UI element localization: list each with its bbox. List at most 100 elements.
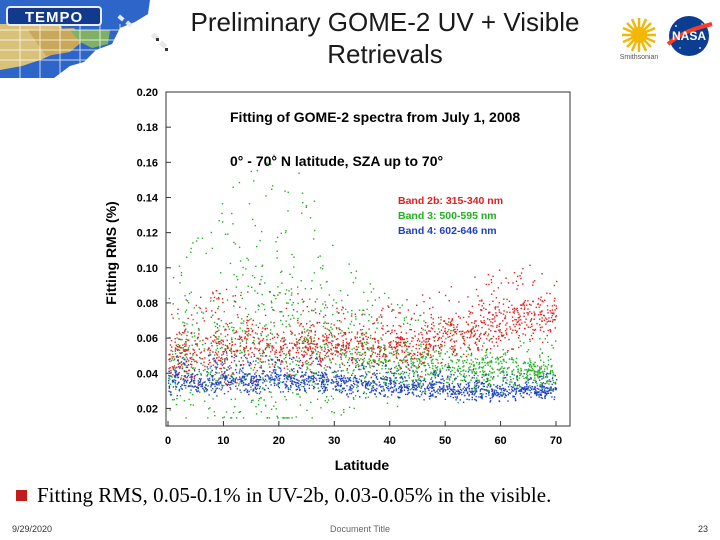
data-point <box>322 325 325 328</box>
data-point <box>219 382 221 384</box>
data-point <box>180 274 183 276</box>
data-point <box>175 379 177 382</box>
data-point <box>195 343 197 345</box>
data-point <box>222 301 224 304</box>
data-point <box>330 361 332 363</box>
data-point <box>480 396 482 398</box>
data-point <box>441 387 443 390</box>
data-point <box>400 325 402 328</box>
data-point <box>178 388 181 391</box>
data-point <box>179 366 181 369</box>
data-point <box>285 289 288 291</box>
data-point <box>250 386 252 388</box>
data-point <box>187 374 190 377</box>
data-point <box>526 377 528 379</box>
data-point <box>553 396 556 398</box>
data-point <box>362 313 364 315</box>
data-point <box>379 372 381 374</box>
data-point <box>256 333 258 335</box>
data-point <box>459 317 461 319</box>
data-point <box>221 357 223 359</box>
data-point <box>516 330 518 332</box>
data-point <box>543 370 546 373</box>
data-point <box>367 388 370 391</box>
data-point <box>271 376 273 378</box>
data-point <box>177 376 180 379</box>
data-point <box>382 375 384 377</box>
data-point <box>356 340 358 342</box>
data-point <box>508 358 511 360</box>
data-point <box>278 360 281 362</box>
data-point <box>439 322 442 324</box>
data-point <box>415 380 417 382</box>
data-point <box>418 379 420 381</box>
data-point <box>184 311 187 313</box>
data-point <box>270 321 272 323</box>
data-point <box>242 380 244 382</box>
data-point <box>326 376 328 378</box>
data-point <box>204 386 206 388</box>
data-point <box>455 362 458 364</box>
data-point <box>256 387 258 390</box>
data-point <box>304 339 306 341</box>
data-point <box>398 396 400 398</box>
data-point <box>370 376 372 379</box>
data-point <box>537 373 539 375</box>
data-point <box>331 340 333 342</box>
data-point <box>344 332 346 334</box>
data-point <box>386 330 389 333</box>
data-point <box>295 373 297 376</box>
data-point <box>526 376 528 378</box>
data-point <box>409 388 411 391</box>
data-point <box>285 375 287 377</box>
data-point <box>186 377 188 379</box>
data-point <box>529 264 531 266</box>
data-point <box>377 363 379 365</box>
data-point <box>341 363 344 365</box>
data-point <box>363 391 365 393</box>
data-point <box>364 386 367 388</box>
data-point <box>316 358 318 360</box>
data-point <box>224 374 227 377</box>
data-point <box>360 345 363 347</box>
data-point <box>295 341 298 343</box>
data-point <box>355 349 357 351</box>
data-point <box>332 244 334 247</box>
data-point <box>494 306 496 309</box>
data-point <box>401 351 403 353</box>
data-point <box>388 359 390 362</box>
data-point <box>203 350 205 352</box>
data-point <box>305 345 307 347</box>
data-point <box>393 383 395 385</box>
data-point <box>483 375 485 377</box>
data-point <box>396 379 398 382</box>
data-point <box>449 323 452 325</box>
data-point <box>287 302 289 304</box>
data-point <box>412 392 414 394</box>
data-point <box>301 385 303 388</box>
data-point <box>195 360 197 362</box>
data-point <box>177 363 179 365</box>
data-point <box>268 363 270 365</box>
data-point <box>364 354 367 356</box>
data-point <box>523 361 525 363</box>
data-point <box>334 386 336 388</box>
data-point <box>193 332 196 334</box>
data-point <box>338 375 340 378</box>
data-point <box>344 317 346 320</box>
data-point <box>496 387 499 389</box>
data-point <box>402 359 404 362</box>
data-point <box>247 361 249 364</box>
data-point <box>462 360 464 362</box>
data-point <box>419 353 421 355</box>
data-point <box>398 344 400 346</box>
data-point <box>470 369 472 371</box>
data-point <box>309 347 311 349</box>
data-point <box>395 377 397 379</box>
data-point <box>232 186 234 188</box>
data-point <box>508 300 511 302</box>
data-point <box>256 292 259 294</box>
data-point <box>455 390 457 392</box>
data-point <box>353 398 355 400</box>
data-point <box>175 344 178 346</box>
